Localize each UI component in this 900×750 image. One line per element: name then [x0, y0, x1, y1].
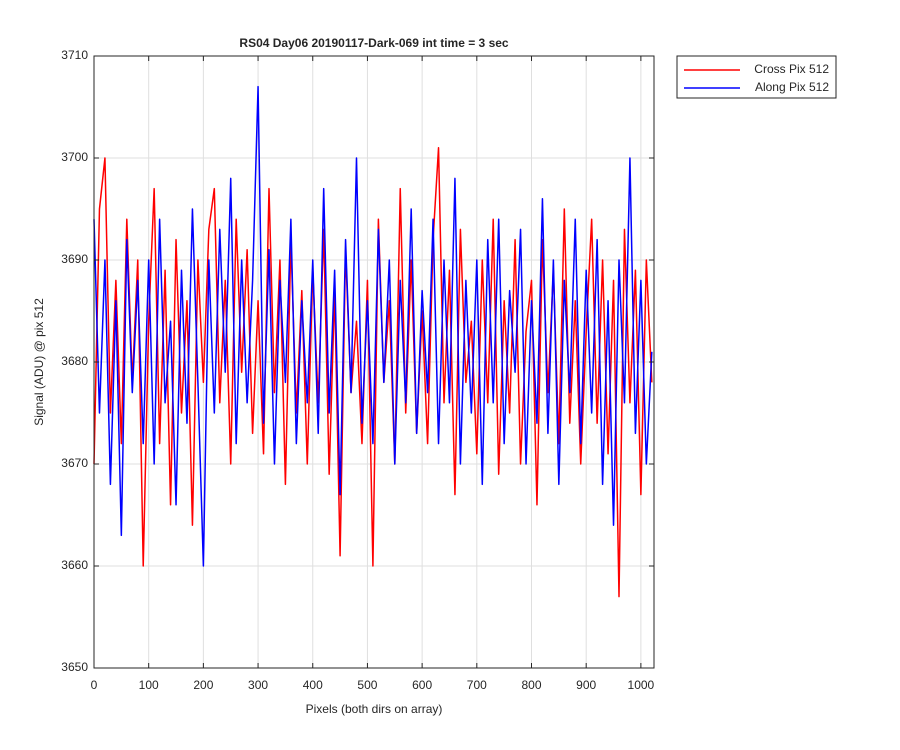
legend-label: Cross Pix 512 [754, 62, 829, 76]
x-tick-label: 200 [193, 678, 213, 692]
x-tick-label: 1000 [628, 678, 655, 692]
x-tick-label: 500 [357, 678, 377, 692]
data-line [93, 147, 653, 598]
legend-box [676, 55, 837, 99]
x-tick-label: 300 [248, 678, 268, 692]
x-tick-label: 400 [303, 678, 323, 692]
y-tick-label: 3690 [61, 252, 88, 266]
y-tick-label: 3650 [61, 660, 88, 674]
y-tick-label: 3700 [61, 150, 88, 164]
data-line [93, 85, 653, 567]
x-tick-label: 0 [91, 678, 98, 692]
legend-label: Along Pix 512 [755, 80, 829, 94]
y-tick-label: 3680 [61, 354, 88, 368]
chart-title: RS04 Day06 20190117-Dark-069 int time = … [239, 36, 509, 50]
x-tick-label: 900 [576, 678, 596, 692]
x-axis-label: Pixels (both dirs on array) [306, 702, 443, 716]
x-tick-label: 100 [139, 678, 159, 692]
x-tick-label: 600 [412, 678, 432, 692]
x-tick-label: 700 [467, 678, 487, 692]
x-tick-label: 800 [521, 678, 541, 692]
y-tick-label: 3660 [61, 558, 88, 572]
y-axis-label: Signal (ADU) @ pix 512 [32, 298, 46, 426]
y-tick-label: 3710 [61, 48, 88, 62]
y-tick-label: 3670 [61, 456, 88, 470]
